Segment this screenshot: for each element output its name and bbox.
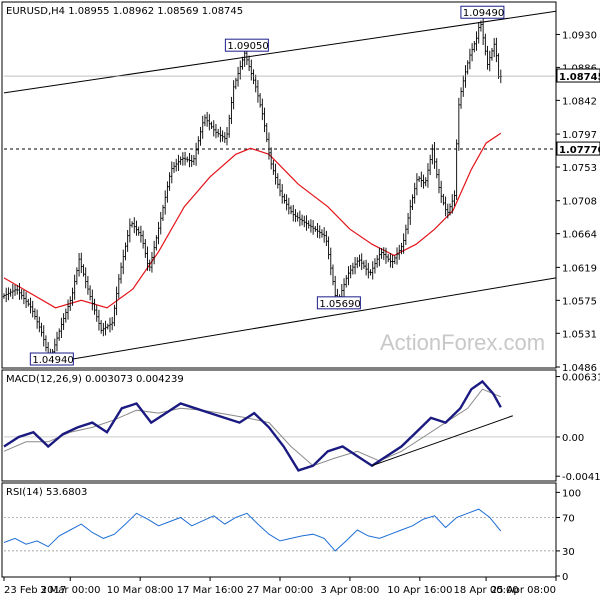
- price-bars: [2, 17, 502, 366]
- x-tick-label: 18 Apr 00:00: [453, 585, 518, 596]
- macd-y-axis: 0.006319 0.00 -0.004102: [556, 373, 600, 483]
- level-label-box: [556, 141, 600, 156]
- rsi-title: RSI(14) 53.6803: [6, 487, 87, 498]
- x-tick-label: 17 Mar 16:00: [177, 585, 244, 596]
- price-level-line: 1.07770: [4, 141, 600, 156]
- x-tick-label: 3 Mar 00:00: [40, 585, 100, 596]
- price-y-tick-label: 1.0531: [562, 329, 597, 340]
- macd-y-tick-label: -0.004102: [562, 472, 600, 483]
- rsi-panel-frame: [1, 482, 557, 578]
- macd-y-tick-label: 0.006319: [562, 373, 600, 384]
- price-y-tick-label: 1.0575: [562, 296, 597, 307]
- x-tick-label: 23 Feb 2017: [4, 585, 66, 596]
- rsi-line: [3, 508, 502, 552]
- price-y-tick-label: 1.0619: [562, 263, 597, 274]
- x-tick-label: 25 Apr 08:00: [491, 585, 556, 596]
- price-y-tick-label: 1.0797: [562, 130, 597, 141]
- x-tick-label: 10 Mar 08:00: [107, 585, 174, 596]
- x-tick-label: 3 Apr 08:00: [320, 585, 379, 596]
- price-y-tick-label: 1.0753: [562, 163, 597, 174]
- rsi-y-axis: 100 70 30 0: [556, 488, 581, 583]
- macd-lines: [3, 379, 556, 472]
- price-y-tick-label: 1.0842: [562, 96, 597, 107]
- macd-panel: 0.006319 0.00 -0.004102 MACD(12,26,9) 0.00…: [1, 369, 600, 483]
- price-title: EURUSD,H4 1.08955 1.08962 1.08569 1.0874…: [6, 6, 243, 17]
- swing-label-box: [460, 5, 505, 19]
- x-tick-label: 27 Mar 00:00: [247, 585, 314, 596]
- rsi-panel: 100 70 30 0 RSI(14) 53.6803: [1, 482, 581, 583]
- channel-upper-line: [3, 10, 557, 94]
- channel-lower-line: [51, 277, 557, 363]
- price-y-tick-label: 1.0930: [562, 30, 597, 41]
- price-annotations: 1.04940 1.05690 1.09050 1.09490: [29, 5, 505, 366]
- macd-main-line: [3, 379, 502, 472]
- price-y-tick-label: 1.0708: [562, 197, 597, 208]
- price-y-tick-label: 1.0664: [562, 230, 597, 241]
- macd-trendline: [371, 415, 513, 467]
- swing-label: 1.09050: [227, 41, 268, 52]
- rsi-y-tick-label: 30: [562, 547, 575, 558]
- macd-signal-line: [3, 388, 501, 467]
- swing-label: 1.09490: [463, 8, 504, 19]
- level-label: 1.07770: [559, 145, 600, 156]
- swing-label: 1.04940: [32, 355, 73, 366]
- price-panel: 1.0486 1.0531 1.0575 1.0619 1.0664 1.0708 1.07…: [1, 1, 600, 374]
- rsi-y-tick-label: 0: [562, 572, 568, 583]
- swing-label-box: [224, 38, 269, 52]
- macd-panel-frame: [1, 369, 557, 482]
- price-y-tick-label: 1.0486: [562, 363, 597, 374]
- macd-y-tick-label: 0.00: [562, 433, 584, 444]
- x-tick-label: 10 Apr 16:00: [387, 585, 452, 596]
- rsi-lines: [3, 508, 556, 552]
- swing-label-box: [316, 296, 361, 310]
- swing-label: 1.05690: [319, 299, 360, 310]
- rsi-y-tick-label: 100: [562, 488, 581, 499]
- swing-label-box: [29, 352, 74, 366]
- current-price-label: 1.08745: [559, 72, 600, 83]
- current-price-box: [556, 68, 600, 83]
- current-price-tag: 1.08745: [4, 68, 600, 83]
- macd-title: MACD(12,26,9) 0.003073 0.004239: [6, 374, 184, 385]
- price-channel: [3, 10, 557, 363]
- rsi-y-tick-label: 70: [562, 513, 575, 524]
- watermark: ActionForex.com: [380, 330, 545, 355]
- price-panel-frame: [1, 1, 557, 369]
